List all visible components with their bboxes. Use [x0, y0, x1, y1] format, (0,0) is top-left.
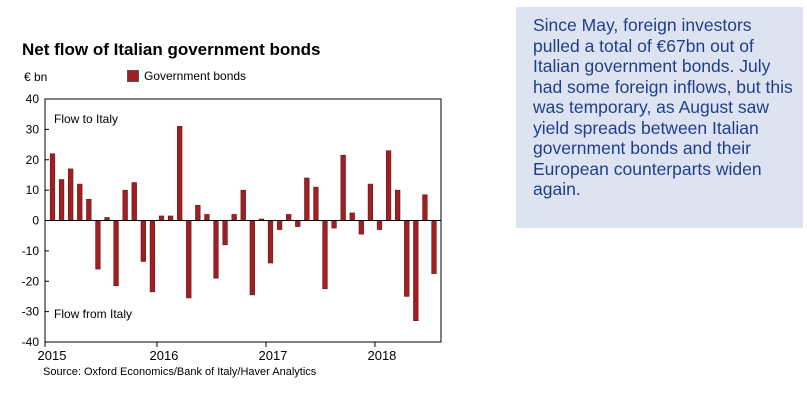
- y-tick-label: -40: [22, 335, 40, 349]
- bar: [385, 150, 392, 221]
- bar: [131, 182, 137, 221]
- bar: [204, 214, 210, 221]
- bar: [222, 220, 228, 246]
- bar: [276, 220, 283, 230]
- legend-label: Government bonds: [144, 69, 247, 83]
- bar: [395, 189, 401, 221]
- bar: [195, 205, 201, 221]
- bar: [313, 186, 319, 221]
- bar: [167, 215, 174, 221]
- bar: [68, 168, 74, 221]
- bar: [376, 220, 383, 230]
- commentary-box: Since May, foreign investors pulled a to…: [516, 7, 803, 228]
- bar: [331, 220, 337, 229]
- y-tick-label: 10: [26, 183, 40, 197]
- y-axis: 40 30 20 10 0 -10 -20 -30 -40: [22, 92, 49, 349]
- bar: [186, 220, 192, 299]
- bar: [286, 214, 292, 221]
- x-tick-label: 2017: [258, 348, 287, 363]
- bar: [404, 220, 410, 297]
- bar: [49, 153, 56, 221]
- x-tick-label: 2018: [367, 348, 396, 363]
- legend-swatch: [127, 70, 139, 82]
- bar: [213, 220, 219, 279]
- bar: [77, 183, 83, 221]
- bar: [422, 194, 428, 221]
- bar: [231, 214, 237, 221]
- y-tick-label: 40: [26, 92, 40, 106]
- annotation-flow-from-italy: Flow from Italy: [54, 307, 132, 321]
- bar: [158, 215, 165, 221]
- y-tick-label: 30: [26, 122, 40, 136]
- x-tick-label: 2016: [149, 348, 178, 363]
- y-tick-label: -20: [22, 274, 40, 288]
- bar: [322, 220, 328, 290]
- bar: [413, 220, 419, 321]
- bar: [240, 189, 246, 221]
- y-tick-label: -10: [22, 244, 40, 258]
- bar: [295, 220, 301, 227]
- bar: [358, 220, 364, 235]
- bar: [95, 220, 101, 270]
- bar: [367, 183, 374, 221]
- bar: [140, 220, 146, 262]
- source-note: Source: Oxford Economics/Bank of Italy/H…: [43, 366, 317, 378]
- bar-series: [49, 126, 437, 321]
- bar: [86, 198, 92, 221]
- bar: [149, 220, 156, 293]
- bar: [304, 177, 310, 221]
- x-tick-label: 2015: [38, 348, 67, 363]
- y-tick-label: -30: [22, 305, 40, 319]
- bar: [340, 154, 346, 221]
- y-tick-label: 0: [32, 214, 39, 228]
- annotation-flow-to-italy: Flow to Italy: [54, 112, 118, 126]
- bar: [122, 189, 128, 221]
- bar: [249, 220, 255, 296]
- chart-title: Net flow of Italian government bonds: [22, 40, 321, 59]
- x-axis: 2015 2016 2017 2018: [38, 342, 396, 363]
- legend: Government bonds: [127, 69, 246, 83]
- commentary-text: Since May, foreign investors pulled a to…: [533, 15, 793, 199]
- bar: [431, 220, 437, 274]
- bar: [58, 179, 65, 221]
- y-tick-label: 20: [26, 153, 40, 167]
- y-unit-label: € bn: [24, 70, 48, 84]
- bar: [177, 126, 183, 221]
- bar: [267, 220, 274, 264]
- bar: [113, 220, 119, 287]
- bar: [349, 212, 355, 221]
